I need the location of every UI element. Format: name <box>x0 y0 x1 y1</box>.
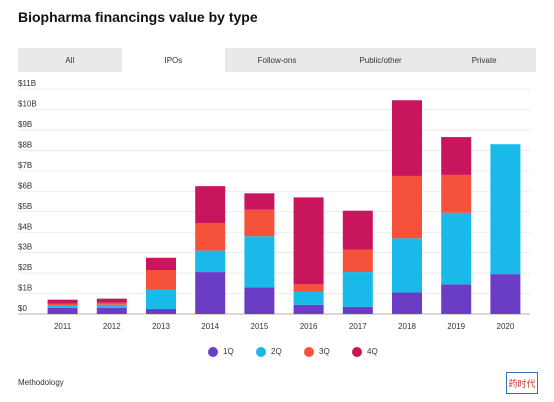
bar-segment <box>244 236 275 288</box>
x-tick-label: 2018 <box>398 322 416 331</box>
bar-segment <box>47 307 78 314</box>
bar-segment <box>293 197 324 285</box>
y-tick-label: $6B <box>18 181 32 190</box>
x-tick-label: 2014 <box>201 322 219 331</box>
legend-label: 3Q <box>319 347 330 356</box>
x-tick-label: 2011 <box>54 322 72 331</box>
y-tick-label: $8B <box>18 140 32 149</box>
bar-segment <box>392 175 422 239</box>
legend-label: 4Q <box>367 347 378 356</box>
bar-segment <box>146 257 176 271</box>
bar-segment <box>244 209 275 237</box>
bar-segment <box>293 291 324 305</box>
legend-label: 2Q <box>271 347 282 356</box>
x-tick-label: 2015 <box>251 322 269 331</box>
bar-segment <box>195 250 226 273</box>
bar-segment <box>96 302 127 305</box>
y-tick-label: $5B <box>18 202 32 211</box>
bar-segment <box>146 308 176 314</box>
bar-segment <box>342 272 373 307</box>
bar-segment <box>441 212 472 285</box>
bar-segment <box>195 222 226 251</box>
bar-segment <box>392 100 422 176</box>
legend-marker <box>352 347 362 357</box>
x-tick-label: 2016 <box>300 322 318 331</box>
y-tick-label: $4B <box>18 222 32 231</box>
x-tick-label: 2012 <box>103 322 121 331</box>
bar-segment <box>96 304 127 308</box>
x-tick-label: 2019 <box>447 322 465 331</box>
tab-bar: All IPOs Follow-ons Public/other Private <box>18 48 536 72</box>
y-tick-label: $11B <box>18 79 36 88</box>
bar-segment <box>96 307 127 314</box>
bar-segment <box>47 305 78 308</box>
methodology-link[interactable]: Methodology <box>18 378 64 387</box>
y-tick-label: $7B <box>18 161 32 170</box>
legend-marker <box>256 347 266 357</box>
x-tick-label: 2017 <box>349 322 367 331</box>
bar-segment <box>47 299 78 304</box>
y-tick-label: $3B <box>18 243 32 252</box>
bar-segment <box>195 186 226 223</box>
y-tick-label: $1B <box>18 284 32 293</box>
x-tick-label: 2020 <box>497 322 515 331</box>
bar-segment <box>490 144 521 275</box>
chart-title: Biopharma financings value by type <box>18 9 258 25</box>
legend-marker <box>208 347 218 357</box>
bar-segment <box>441 284 472 314</box>
bar-segment <box>342 210 373 250</box>
tab[interactable]: Public/other <box>359 55 402 65</box>
tab[interactable]: All <box>65 55 75 65</box>
bar-segment <box>146 270 176 290</box>
tab[interactable]: Private <box>471 55 497 65</box>
bar-segment <box>244 193 275 210</box>
bar-segment <box>342 249 373 273</box>
bar-segment <box>195 272 226 314</box>
bar-segment <box>293 284 324 292</box>
bar-segment <box>96 298 127 303</box>
logo: 药时代 <box>506 372 538 394</box>
bar-segment <box>146 289 176 309</box>
bar-segment <box>342 306 373 314</box>
bar-segment <box>441 174 472 213</box>
bar-segment <box>293 304 324 314</box>
bar-segment <box>392 292 422 314</box>
bar-segment <box>490 274 521 314</box>
tab[interactable]: Follow-ons <box>257 55 297 65</box>
y-tick-label: $2B <box>18 263 32 272</box>
y-tick-label: $0 <box>18 304 27 313</box>
x-tick-label: 2013 <box>152 322 170 331</box>
y-tick-label: $9B <box>18 120 32 129</box>
legend-marker <box>304 347 314 357</box>
y-tick-label: $10B <box>18 100 37 109</box>
legend-label: 1Q <box>223 347 234 356</box>
bar-segment <box>47 303 78 306</box>
bar-segment <box>392 238 422 293</box>
tab[interactable]: IPOs <box>121 48 226 72</box>
bar-segment <box>244 287 275 314</box>
bar-segment <box>441 137 472 175</box>
